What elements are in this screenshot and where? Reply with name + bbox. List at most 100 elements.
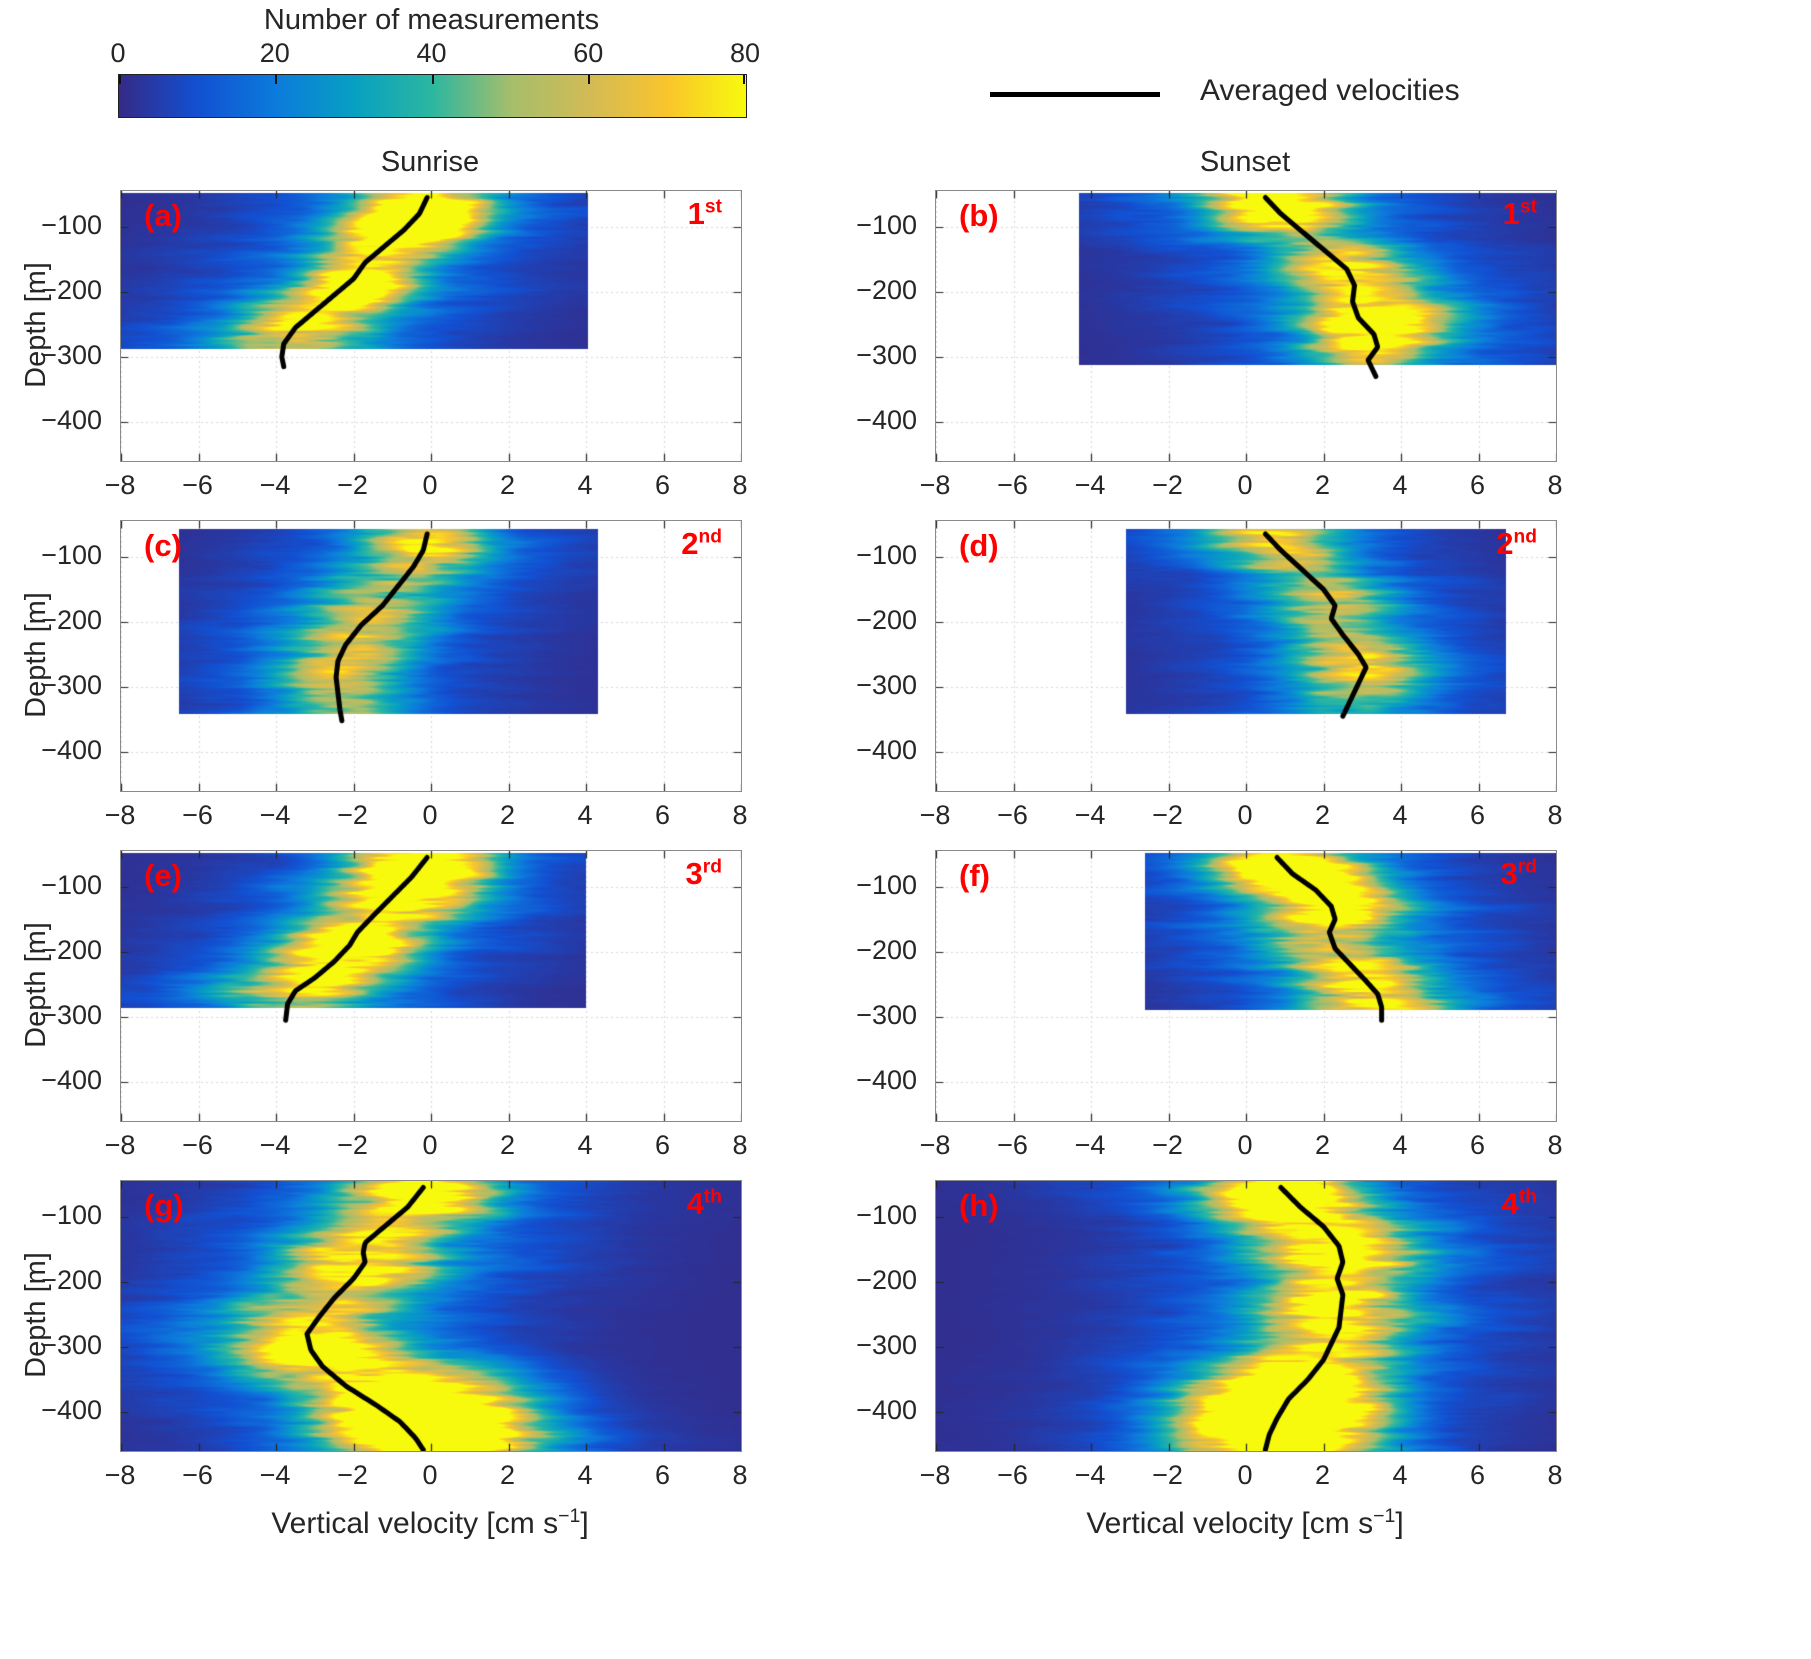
y-tick-label: −400 [856, 404, 917, 435]
heatmap-canvas [935, 190, 1557, 462]
x-tick-label: −4 [259, 800, 291, 830]
y-tick-label: −200 [856, 604, 917, 635]
colorbar-tick-label: 0 [110, 38, 126, 68]
x-axis-ticks: −8 −6 −4 −2 0 2 4 6 8 [105, 1452, 748, 1492]
x-tick-label: 4 [577, 1130, 593, 1160]
y-tick-label: −100 [41, 539, 102, 570]
x-axis-ticks: −8 −6 −4 −2 0 2 4 6 8 [105, 462, 748, 502]
x-axis-ticks: −8 −6 −4 −2 0 2 4 6 8 [105, 792, 748, 832]
panel-c: (c) 2nd −8 −6 −4 −2 0 2 4 6 8 −100 −200 −300 −400 [41, 520, 748, 830]
y-tick-label: −400 [41, 734, 102, 765]
y-tick-label: −100 [41, 209, 102, 240]
panel-d: (d) 2nd −8 −6 −4 −2 0 2 4 6 8 −100 −200 −300 −400 [856, 520, 1563, 830]
x-tick-label: −8 [919, 1460, 951, 1490]
x-tick-label: −2 [337, 800, 368, 830]
x-tick-label: 0 [422, 470, 438, 500]
x-tick-label: −6 [997, 470, 1028, 500]
y-tick-label: −300 [856, 1329, 917, 1360]
x-axis-ticks: −8 −6 −4 −2 0 2 4 6 8 [920, 1122, 1563, 1162]
x-tick-label: 0 [1237, 1460, 1253, 1490]
x-tick-label: −6 [182, 1460, 213, 1490]
panel-letter: (h) [959, 1188, 999, 1223]
x-tick-label: 4 [1392, 1460, 1408, 1490]
panel-ordinal: 1st [687, 196, 722, 231]
x-tick-label: −8 [104, 1130, 136, 1160]
x-tick-label: 2 [1314, 470, 1331, 500]
x-tick-label: 4 [577, 470, 593, 500]
x-tick-label: 2 [499, 800, 516, 830]
colorbar-tick-label: 80 [729, 38, 761, 68]
x-tick-label: 8 [732, 800, 748, 830]
column-title-sunrise: Sunrise [380, 146, 480, 178]
panel-letter: (d) [959, 528, 999, 563]
x-tick-label: 4 [1392, 800, 1408, 830]
x-tick-label: 6 [1469, 470, 1486, 500]
y-tick-label: −100 [856, 539, 917, 570]
panel-letter: (b) [959, 198, 999, 233]
x-tick-label: −4 [259, 1130, 291, 1160]
panel-letter: (c) [144, 528, 182, 563]
x-tick-label: 4 [1392, 470, 1408, 500]
colorbar-tick-mark [274, 75, 277, 84]
y-tick-label: −100 [856, 1199, 917, 1230]
x-tick-label: −2 [1152, 1460, 1183, 1490]
y-tick-label: −400 [856, 1394, 917, 1425]
x-tick-label: −8 [919, 470, 951, 500]
x-tick-label: −2 [337, 470, 368, 500]
colorbar-gradient [118, 74, 747, 118]
y-axis-ticks: −100 −200 −300 −400 [843, 190, 927, 460]
x-tick-label: −2 [337, 1460, 368, 1490]
legend-label: Averaged velocities [1200, 74, 1460, 107]
x-tick-label: 8 [732, 1130, 748, 1160]
colorbar-tick-mark [431, 75, 434, 84]
y-axis-ticks: −100 −200 −300 −400 [28, 1180, 112, 1450]
x-tick-label: −2 [1152, 800, 1183, 830]
heatmap-canvas [935, 520, 1557, 792]
x-axis-ticks: −8 −6 −4 −2 0 2 4 6 8 [920, 462, 1563, 502]
y-tick-label: −200 [41, 1264, 102, 1295]
x-tick-label: 8 [1547, 800, 1563, 830]
x-tick-label: −6 [182, 470, 213, 500]
y-tick-label: −200 [41, 934, 102, 965]
x-tick-label: −6 [182, 800, 213, 830]
panel-b: (b) 1st −8 −6 −4 −2 0 2 4 6 8 −100 −200 −300 −400 [856, 190, 1563, 500]
colorbar-tick-mark [743, 75, 745, 84]
x-tick-label: 0 [1237, 800, 1253, 830]
panel-ordinal: 2nd [681, 526, 722, 561]
y-tick-label: −200 [856, 274, 917, 305]
x-tick-label: 0 [422, 800, 438, 830]
y-tick-label: −400 [41, 404, 102, 435]
panel-ordinal: 1st [1502, 196, 1537, 231]
x-tick-label: 2 [499, 1130, 516, 1160]
y-axis-ticks: −100 −200 −300 −400 [28, 850, 112, 1120]
y-tick-label: −200 [856, 934, 917, 965]
y-tick-label: −400 [41, 1394, 102, 1425]
x-tick-label: −6 [997, 800, 1028, 830]
x-tick-label: 4 [1392, 1130, 1408, 1160]
x-tick-label: 6 [654, 1460, 671, 1490]
x-tick-label: 0 [422, 1460, 438, 1490]
y-tick-label: −400 [41, 1064, 102, 1095]
y-axis-ticks: −100 −200 −300 −400 [843, 1180, 927, 1450]
colorbar-tick-label: 20 [259, 38, 290, 68]
x-tick-label: 8 [732, 470, 748, 500]
x-tick-label: 2 [499, 1460, 516, 1490]
x-tick-label: 0 [1237, 470, 1253, 500]
heatmap-canvas [120, 850, 742, 1122]
x-tick-label: −8 [104, 470, 136, 500]
y-tick-label: −200 [41, 604, 102, 635]
panel-ordinal: 3rd [1500, 856, 1537, 891]
y-axis-ticks: −100 −200 −300 −400 [843, 520, 927, 790]
x-tick-label: −2 [1152, 1130, 1183, 1160]
x-tick-label: 8 [732, 1460, 748, 1490]
x-tick-label: −8 [104, 1460, 136, 1490]
panel-ordinal: 4th [686, 1186, 722, 1221]
legend-line-sample [990, 92, 1160, 97]
panel-ordinal: 4th [1501, 1186, 1537, 1221]
x-tick-label: 2 [499, 470, 516, 500]
x-tick-label: 2 [1314, 1460, 1331, 1490]
colorbar-tick-mark [119, 75, 121, 84]
heatmap-canvas [935, 850, 1557, 1122]
y-tick-label: −300 [41, 339, 102, 370]
